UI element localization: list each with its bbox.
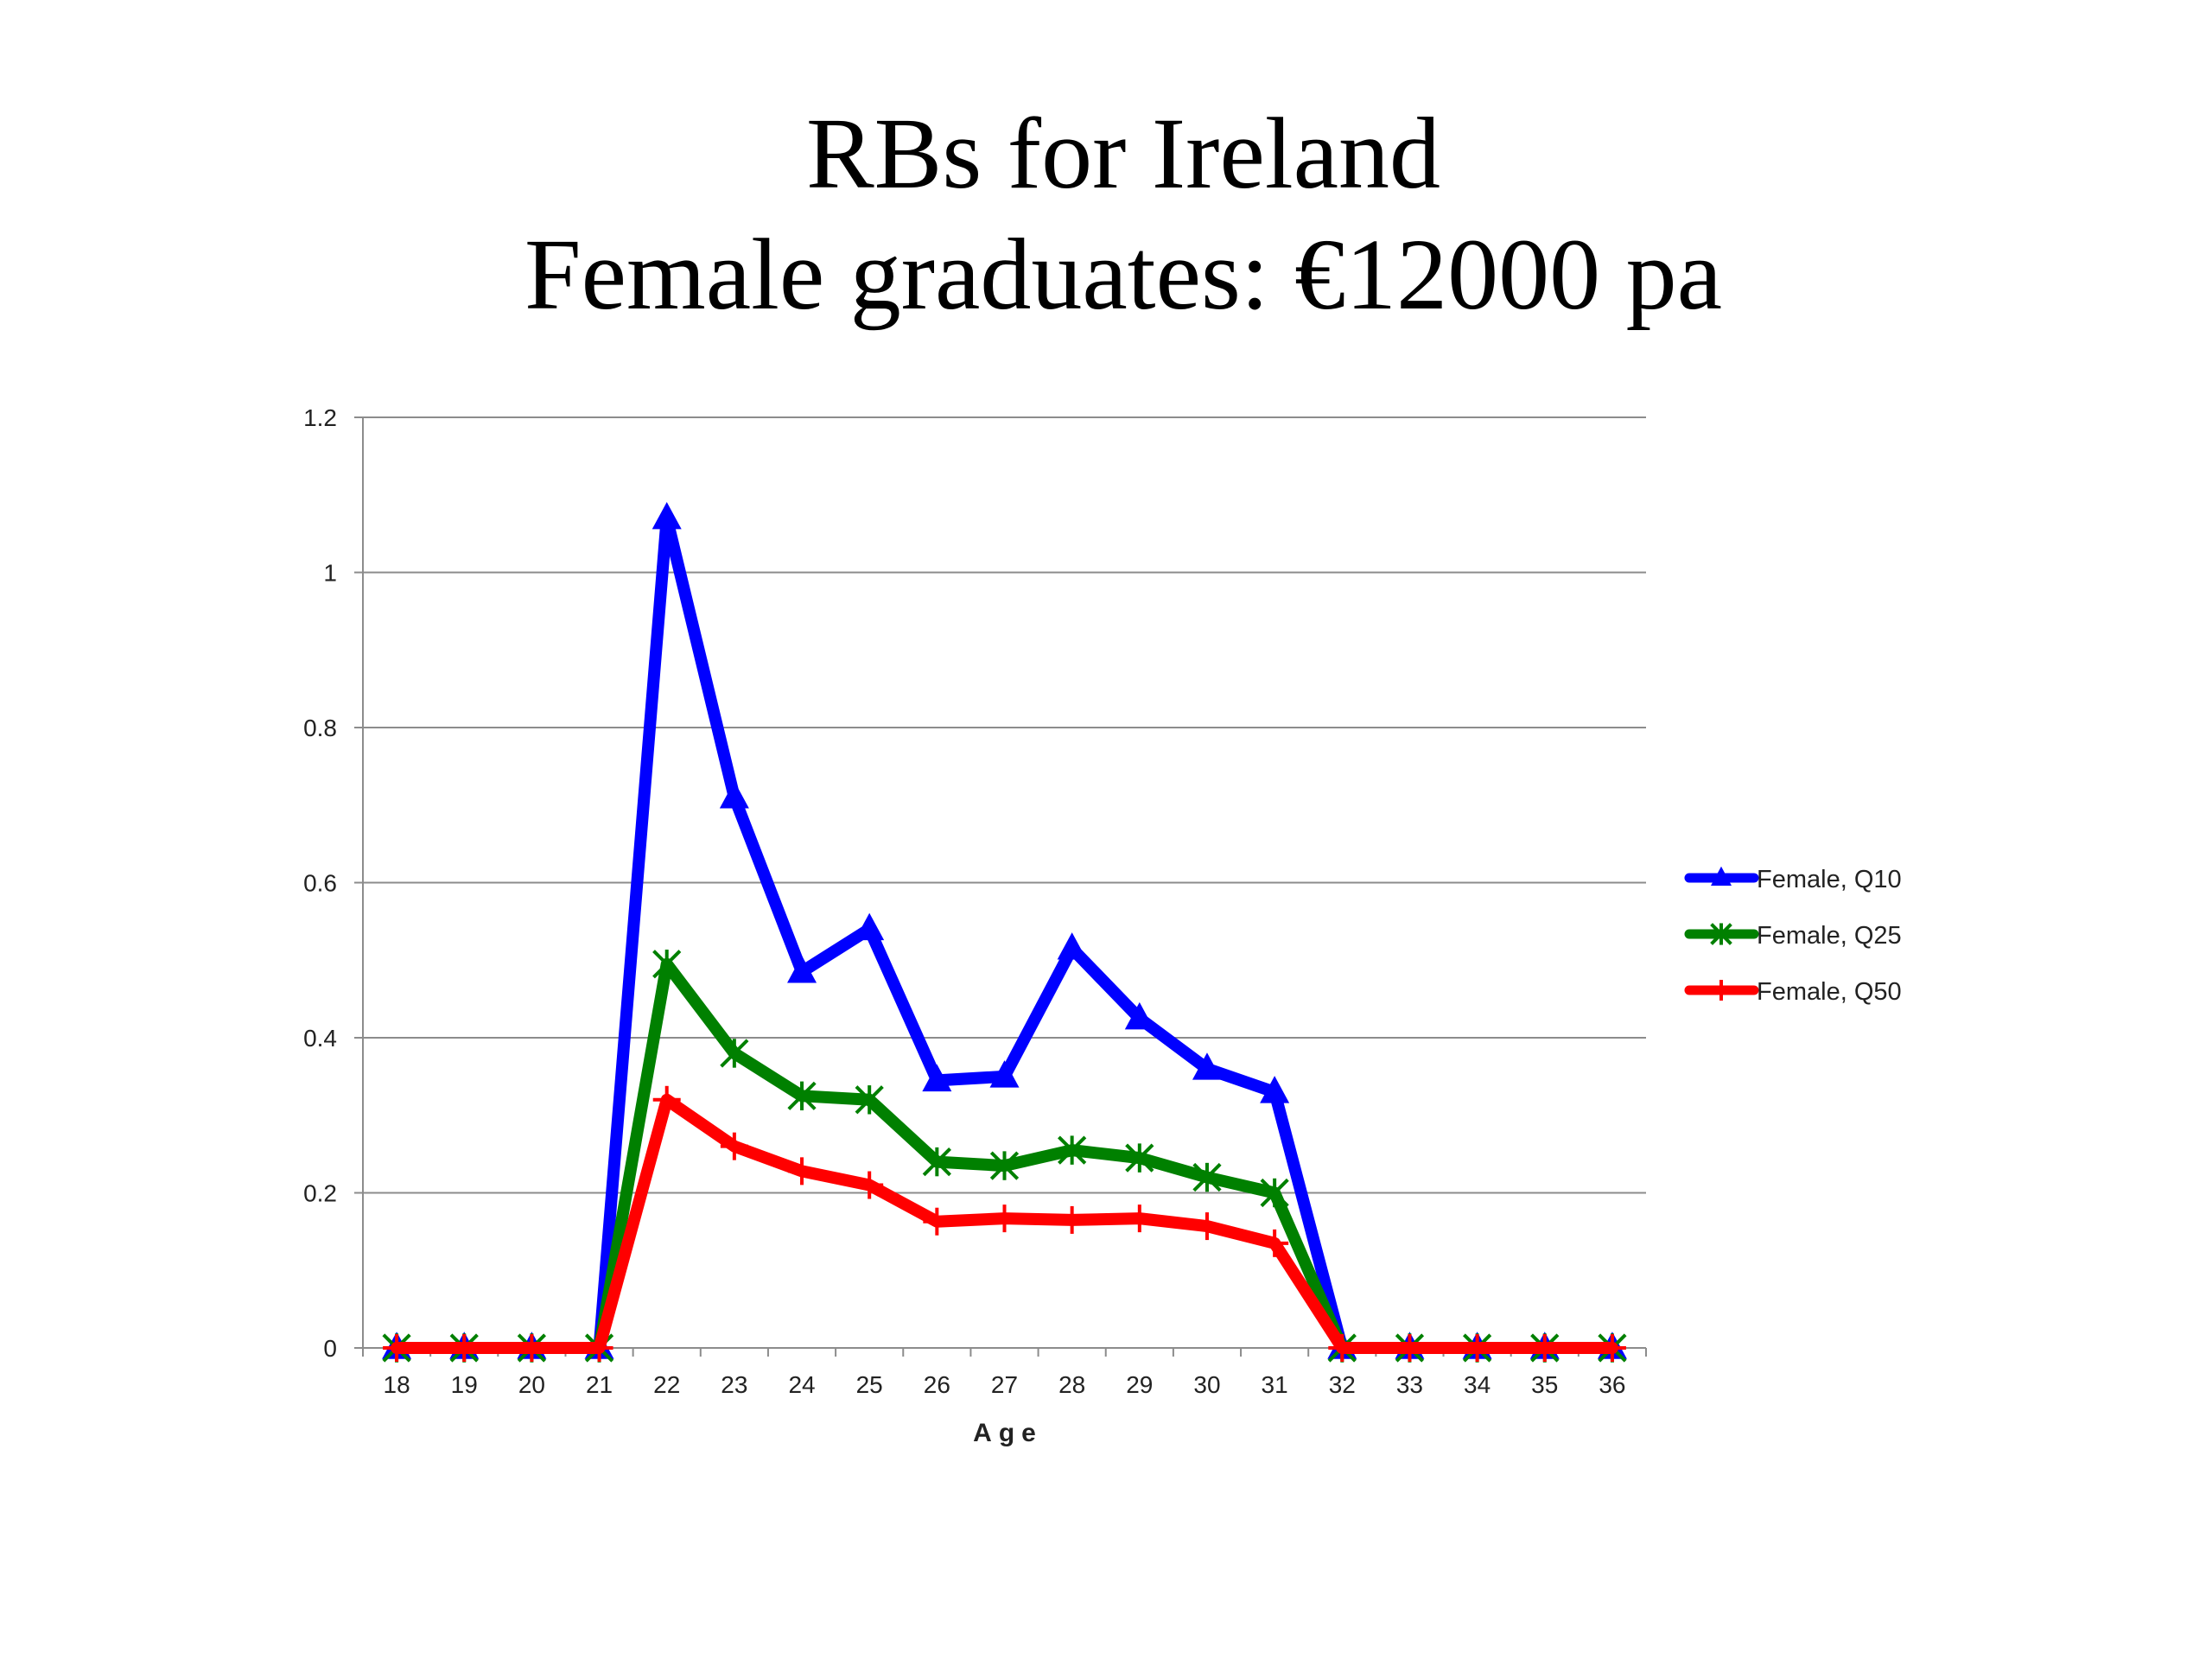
x-tick-label: 34	[1464, 1371, 1491, 1398]
x-tick-label: 28	[1058, 1371, 1085, 1398]
data-point-marker	[450, 1334, 479, 1362]
data-point-marker	[989, 1151, 1020, 1180]
data-point-marker	[1058, 1205, 1086, 1234]
legend-label: Female, Q10	[1757, 866, 1902, 893]
data-point-marker	[1598, 1334, 1626, 1362]
x-tick-label: 35	[1531, 1371, 1558, 1398]
x-tick-label: 19	[451, 1371, 478, 1398]
data-point-marker	[1260, 1178, 1289, 1208]
x-tick-label: 22	[653, 1371, 680, 1398]
data-point-marker	[652, 950, 682, 979]
data-point-marker	[1192, 1212, 1221, 1241]
data-point-marker	[922, 1064, 952, 1092]
series-female-q25	[382, 950, 1627, 1363]
data-point-marker	[1328, 1334, 1357, 1362]
data-point-marker	[518, 1334, 546, 1362]
y-tick-label: 0.2	[303, 1180, 337, 1207]
series-lines	[382, 501, 1627, 1363]
slide-title-line1: RBs for Ireland	[805, 97, 1441, 210]
x-tick-label: 25	[856, 1371, 883, 1398]
data-point-marker	[787, 1081, 817, 1111]
data-point-marker	[788, 1157, 817, 1185]
y-tick-label: 0.4	[303, 1025, 337, 1052]
x-tick-label: 26	[924, 1371, 950, 1398]
y-tick-label: 0.6	[303, 870, 337, 897]
y-tick-label: 1	[323, 560, 337, 587]
legend-label: Female, Q50	[1757, 978, 1902, 1006]
x-tick-label: 18	[384, 1371, 410, 1398]
axes: 0 0.2 0.4 0.6 0.8 1 1.2 18 19 20 21 22 23 24 25 26 27 28 2…	[303, 404, 1647, 1447]
data-point-marker	[922, 1147, 951, 1177]
y-tick-label: 0.8	[303, 715, 337, 741]
x-tick-label: 29	[1126, 1371, 1153, 1398]
data-point-marker	[855, 912, 885, 941]
legend: Female, Q10 Female, Q25 Female, Q50	[1684, 866, 1902, 1006]
x-tick-label: 31	[1262, 1371, 1288, 1398]
data-point-marker	[989, 1060, 1020, 1088]
data-point-marker	[1192, 1052, 1222, 1080]
x-tick-label: 32	[1329, 1371, 1356, 1398]
data-point-marker	[720, 1039, 749, 1068]
data-point-marker	[1125, 1143, 1154, 1173]
x-tick-label: 36	[1599, 1371, 1625, 1398]
series-female-q50	[383, 1085, 1626, 1362]
data-point-marker	[1260, 1076, 1290, 1103]
slide-title-line2: Female graduates: €12000 pa	[524, 218, 1723, 331]
data-point-marker	[1711, 980, 1732, 1001]
data-point-marker	[855, 1085, 884, 1115]
gridlines	[363, 416, 1646, 1194]
data-point-marker	[855, 1171, 884, 1199]
x-tick-label: 20	[518, 1371, 545, 1398]
x-tick-label: 21	[586, 1371, 613, 1398]
x-tick-label: 33	[1396, 1371, 1423, 1398]
y-tick-label: 0	[323, 1335, 337, 1362]
x-tick-label: 23	[721, 1371, 747, 1398]
data-point-marker	[923, 1207, 951, 1236]
data-point-marker	[1710, 923, 1732, 945]
data-point-marker	[1261, 1229, 1289, 1257]
data-point-marker	[1192, 1162, 1222, 1192]
data-point-marker	[787, 956, 817, 983]
data-point-marker	[1125, 1205, 1154, 1233]
x-tick-label: 24	[788, 1371, 815, 1398]
data-point-marker	[1124, 1001, 1154, 1030]
data-point-marker	[652, 501, 682, 530]
legend-item: Female, Q10	[1684, 866, 1902, 893]
x-tick-label: 27	[991, 1371, 1018, 1398]
y-tick-label: 1.2	[303, 404, 337, 431]
data-point-marker	[1058, 1135, 1087, 1165]
data-point-marker	[1395, 1334, 1424, 1362]
data-point-marker	[720, 1132, 748, 1160]
legend-item: Female, Q50	[1684, 978, 1902, 1006]
x-axis-title: Age	[973, 1419, 1043, 1447]
data-point-marker	[652, 1085, 681, 1114]
data-point-marker	[719, 781, 749, 809]
data-point-marker	[383, 1334, 411, 1362]
data-point-marker	[1057, 932, 1087, 960]
x-tick-label: 30	[1193, 1371, 1220, 1398]
data-point-marker	[990, 1205, 1019, 1233]
legend-label: Female, Q25	[1757, 922, 1902, 950]
data-point-marker	[1711, 866, 1732, 886]
slide-title: RBs for Ireland Female graduates: €12000…	[0, 93, 2212, 335]
data-point-marker	[1530, 1334, 1559, 1362]
legend-item: Female, Q25	[1684, 922, 1902, 950]
data-point-marker	[585, 1334, 613, 1362]
data-point-marker	[1463, 1334, 1491, 1362]
